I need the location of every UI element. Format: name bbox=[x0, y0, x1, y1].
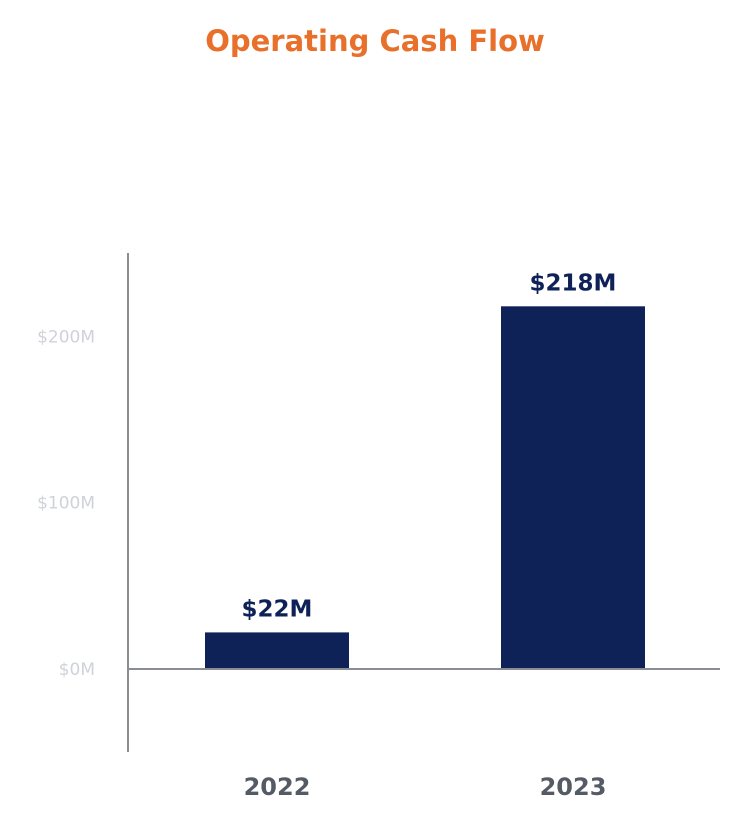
chart-title: Operating Cash Flow bbox=[205, 24, 545, 58]
y-tick-label: $200M bbox=[37, 327, 95, 347]
category-label-2022: 2022 bbox=[244, 773, 311, 801]
bar-2023 bbox=[501, 306, 645, 669]
axes bbox=[127, 253, 720, 752]
bar-2022 bbox=[205, 632, 349, 669]
data-labels: $22M $218M bbox=[242, 270, 617, 622]
y-axis-ticks: $0M $100M $200M bbox=[37, 327, 95, 680]
data-label-2022: $22M bbox=[242, 596, 313, 622]
bars bbox=[205, 306, 645, 669]
y-tick-label: $0M bbox=[59, 660, 95, 680]
data-label-2023: $218M bbox=[530, 270, 617, 296]
category-labels: 2022 2023 bbox=[244, 773, 607, 801]
category-label-2023: 2023 bbox=[540, 773, 607, 801]
y-tick-label: $100M bbox=[37, 494, 95, 514]
